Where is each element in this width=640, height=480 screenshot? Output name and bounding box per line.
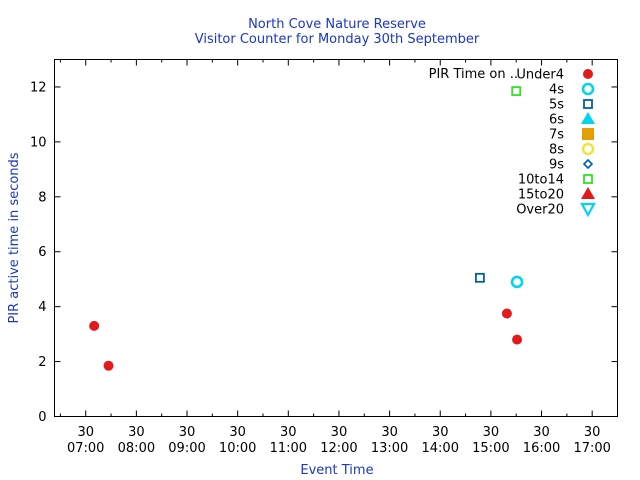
legend-marker-9s [582,158,594,170]
x-tick-minute-label: 30 [280,425,297,440]
legend-marker-7s [582,128,594,140]
legend-title: PIR Time on .. [429,67,518,82]
data-point-under4 [89,320,100,331]
x-tick-hour-label: 15:00 [472,441,509,456]
y-tick-label: 0 [38,410,46,425]
data-point-under4 [501,308,512,319]
x-tick-minute-label: 30 [381,425,398,440]
y-tick-label: 8 [38,190,46,205]
legend-marker-under4 [583,69,593,79]
x-tick-hour-label: 09:00 [168,441,205,456]
data-point-4s [510,275,524,289]
legend-label: 4s [549,83,564,98]
y-tick-label: 6 [38,245,46,260]
chart-subtitle: Visitor Counter for Monday 30th Septembe… [195,32,480,47]
x-tick-hour-label: 12:00 [320,441,357,456]
x-tick-labels: 3007:003008:003009:003010:003011:003012:… [67,425,611,456]
x-tick-hour-label: 11:00 [270,441,307,456]
x-tick-minute-label: 30 [432,425,449,440]
data-point-under4 [103,360,114,371]
data-point-10to14 [511,86,522,96]
legend: PIR Time on .. Under44s5s6s7s8s9s10to141… [429,67,596,218]
x-tick-hour-label: 17:00 [573,441,610,456]
x-tick-hour-label: 14:00 [422,441,459,456]
legend-marker-10to14 [583,174,593,184]
data-point-5s [475,272,485,283]
legend-marker-4s [581,82,595,96]
legend-marker-8s [581,142,595,156]
x-tick-minute-label: 30 [77,425,94,440]
y-tick-label: 4 [38,300,46,315]
x-tick-hour-label: 10:00 [219,441,256,456]
x-tick-hour-label: 07:00 [67,441,104,456]
x-tick-minute-label: 30 [229,425,246,440]
legend-label: 15to20 [518,188,564,203]
data-point-under4 [512,334,523,345]
y-axis-label: PIR active time in seconds [7,152,22,323]
legend-label: Over20 [516,203,564,218]
y-tick-label: 10 [30,135,47,150]
x-tick-minute-label: 30 [483,425,500,440]
legend-label: 8s [549,143,564,158]
y-tick-label: 2 [38,355,46,370]
legend-marker-5s [583,99,593,109]
legend-marker-over20 [580,202,596,218]
x-tick-minute-label: 30 [128,425,145,440]
x-axis-label: Event Time [300,463,373,478]
plot-frame [54,59,618,417]
x-tick-hour-label: 16:00 [523,441,560,456]
legend-label: 10to14 [518,173,564,188]
legend-label: 9s [549,158,564,173]
legend-marker-15to20 [581,187,595,199]
chart-title: North Cove Nature Reserve [248,17,426,32]
data-points [89,86,524,371]
x-tick-minute-label: 30 [533,425,550,440]
y-tick-label: 12 [30,80,47,95]
legend-label: Under4 [516,68,564,83]
legend-marker-6s [581,112,595,124]
axis-ticks [54,59,618,417]
x-tick-hour-label: 13:00 [371,441,408,456]
legend-label: 7s [549,128,564,143]
x-tick-minute-label: 30 [179,425,196,440]
y-tick-labels: 0 2 4 6 8 10 12 [30,80,47,425]
x-tick-hour-label: 08:00 [118,441,155,456]
x-tick-minute-label: 30 [331,425,348,440]
legend-label: 5s [549,98,564,113]
x-tick-minute-label: 30 [584,425,601,440]
legend-label: 6s [549,113,564,128]
